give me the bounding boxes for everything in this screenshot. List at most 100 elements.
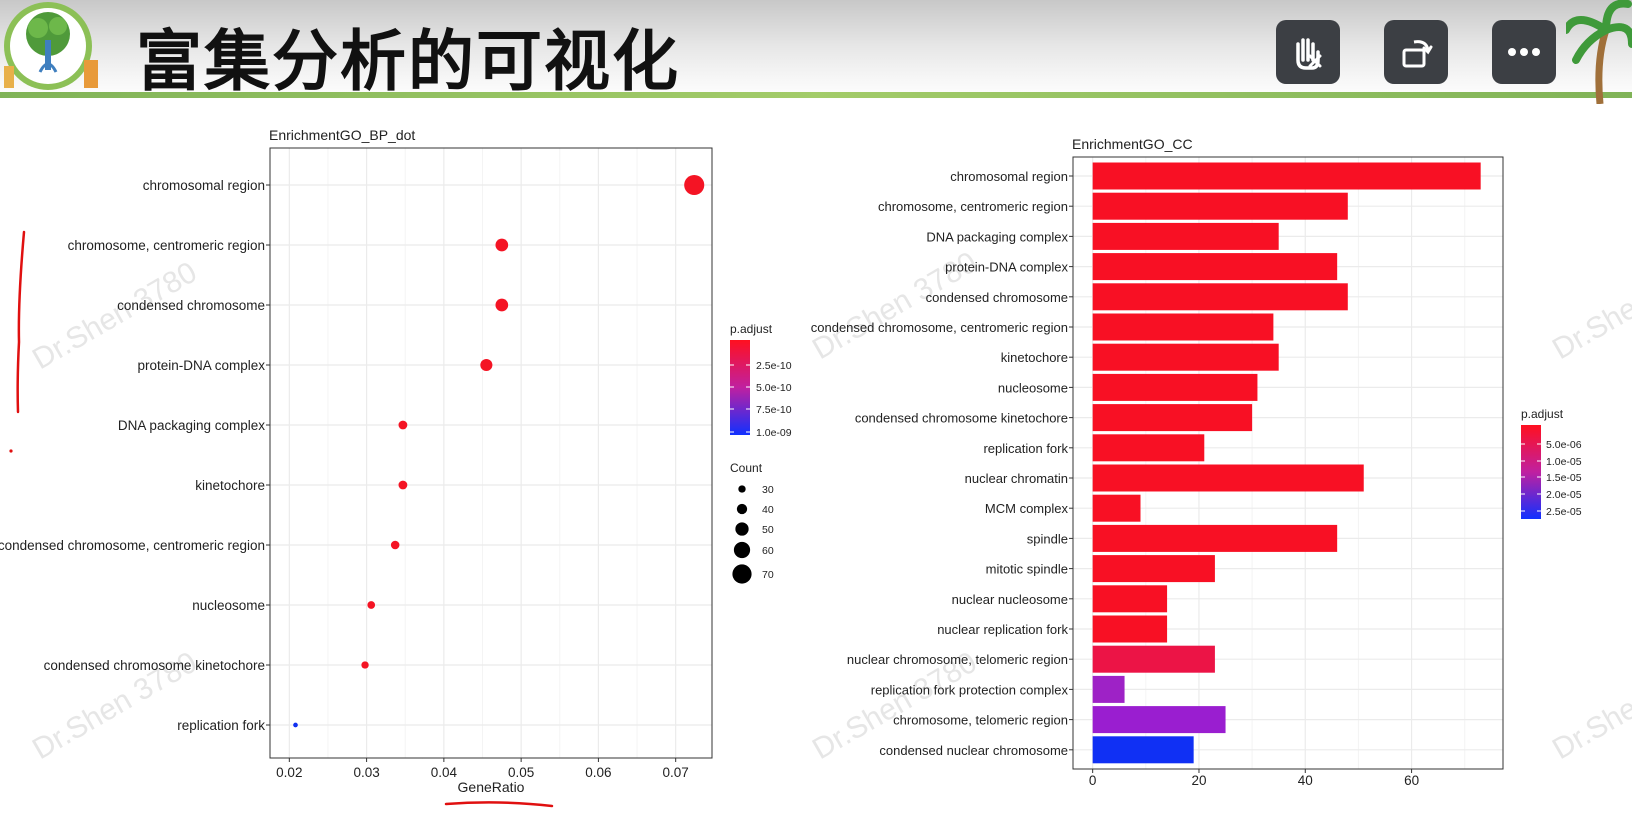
bar-chart: EnrichmentGO_CC chromosomal regionchromo… [811, 136, 1582, 788]
rotate-button[interactable] [1384, 20, 1448, 84]
dot-chart-title: EnrichmentGO_BP_dot [269, 127, 415, 143]
bar [1092, 434, 1205, 462]
bar-color-legend-bar [1521, 425, 1541, 519]
bar-y-label: condensed nuclear chromosome [879, 743, 1068, 758]
bar [1092, 615, 1168, 643]
dot-y-label: protein-DNA complex [137, 358, 265, 373]
dot-size-legend-label: 40 [762, 504, 774, 516]
slide-header: 富集分析的可视化 [0, 0, 1632, 104]
bar-y-label: replication fork protection complex [871, 682, 1069, 697]
dot-color-legend-label: 1.0e-09 [756, 427, 792, 439]
dot-grid [270, 148, 712, 758]
dot-color-legend-bar [730, 340, 750, 435]
bar-color-legend-label: 2.5e-05 [1546, 506, 1582, 518]
annotation-underline [444, 801, 554, 808]
dot-size-legend-label: 50 [762, 524, 774, 536]
dot-point [495, 298, 509, 312]
bar-y-label: mitotic spindle [986, 562, 1068, 577]
dot-size-legend-circle [736, 503, 748, 515]
bar-y-label: nucleosome [998, 380, 1068, 395]
dot-color-legend-label: 7.5e-10 [756, 404, 792, 416]
bar-color-legend-labels: 5.0e-06 1.0e-05 1.5e-05 2.0e-05 2.5e-05 [1521, 439, 1582, 518]
more-button[interactable] [1492, 20, 1556, 84]
dot-y-label: condensed chromosome kinetochore [44, 658, 265, 673]
bar-y-label: nuclear chromosome, telomeric region [847, 652, 1068, 667]
dot-x-tick-label: 0.06 [585, 765, 611, 780]
dot-point [367, 601, 376, 609]
dot-color-legend-label: 2.5e-10 [756, 360, 792, 372]
dot-point [390, 540, 400, 550]
watermark-text: Dr.Shen 3780 [1547, 646, 1632, 766]
bar [1092, 706, 1226, 734]
bar-x-tick-label: 0 [1089, 773, 1097, 788]
annotation-vertical-line [16, 230, 26, 414]
bar-chart-title: EnrichmentGO_CC [1072, 136, 1193, 152]
dot-chart: EnrichmentGO_BP_dot chromosomal regionch… [0, 127, 792, 795]
bar [1092, 645, 1215, 673]
bar [1092, 555, 1215, 583]
dot-x-axis-ticks: 0.02 0.03 0.04 0.05 0.06 0.07 [276, 758, 689, 780]
dot-plot-panel [270, 148, 712, 758]
dot-point [293, 722, 298, 728]
slide-title: 富集分析的可视化 [136, 23, 680, 100]
dot-point [495, 238, 509, 252]
dot-y-label: kinetochore [195, 478, 265, 493]
bar [1092, 253, 1338, 281]
dot-size-legend-label: 70 [762, 569, 774, 581]
bar-x-tick-label: 20 [1191, 773, 1206, 788]
bar-y-label: protein-DNA complex [945, 260, 1068, 275]
annotation-dot [9, 449, 13, 453]
bar [1092, 343, 1279, 371]
bar [1092, 192, 1348, 220]
bar-y-label: MCM complex [985, 501, 1069, 516]
bar-y-label: nuclear replication fork [937, 622, 1068, 637]
bar-y-label: spindle [1027, 531, 1068, 546]
dot-points [293, 174, 705, 728]
dot-y-label: condensed chromosome, centromeric region [0, 538, 265, 553]
annotations [9, 230, 554, 808]
bar [1092, 162, 1481, 190]
bar-plot-border [1072, 156, 1504, 770]
dot-plot-border [269, 147, 713, 759]
dot-color-legend-labels: 2.5e-10 5.0e-10 7.5e-10 1.0e-09 [730, 360, 792, 439]
bar [1092, 283, 1348, 311]
logo [4, 2, 98, 90]
bar-y-label: kinetochore [1001, 350, 1068, 365]
dot-color-legend-label: 5.0e-10 [756, 382, 792, 394]
bar [1092, 736, 1194, 764]
hand-button[interactable] [1276, 20, 1340, 84]
dot-size-legend-circle [738, 485, 746, 493]
dot-x-tick-label: 0.02 [276, 765, 302, 780]
watermark-text: Dr.Shen 3780 [1547, 246, 1632, 366]
more-icon [1508, 48, 1540, 56]
bar [1092, 524, 1338, 552]
bar [1092, 675, 1125, 703]
bar-y-label: chromosome, centromeric region [878, 199, 1068, 214]
dot-x-tick-label: 0.04 [431, 765, 458, 780]
dot-point [684, 174, 705, 196]
dot-size-legend-title: Count [730, 461, 763, 475]
bar [1092, 222, 1279, 250]
bar-y-label: condensed chromosome, centromeric region [811, 320, 1068, 335]
bar [1092, 464, 1364, 492]
bar-y-label: replication fork [983, 441, 1068, 456]
bar [1092, 313, 1274, 341]
dot-y-label: chromosome, centromeric region [68, 238, 265, 253]
bar [1092, 585, 1168, 613]
dot-x-tick-label: 0.05 [508, 765, 534, 780]
rotate-icon [1402, 40, 1433, 68]
palm-tree-decoration [1566, 0, 1632, 104]
bar-color-legend-label: 2.0e-05 [1546, 489, 1582, 501]
dot-point [398, 420, 408, 430]
dot-y-label: chromosomal region [143, 178, 265, 193]
dot-point [361, 661, 369, 669]
dot-y-axis-labels: chromosomal region chromosome, centromeri… [0, 178, 270, 733]
bar-x-tick-label: 40 [1298, 773, 1313, 788]
dot-x-tick-label: 0.07 [663, 765, 689, 780]
dot-y-label: nucleosome [192, 598, 265, 613]
dot-size-legend-label: 30 [762, 484, 774, 496]
bar-y-label: chromosome, telomeric region [893, 713, 1068, 728]
dot-y-label: DNA packaging complex [118, 418, 265, 433]
bar-y-label: condensed chromosome kinetochore [855, 411, 1068, 426]
